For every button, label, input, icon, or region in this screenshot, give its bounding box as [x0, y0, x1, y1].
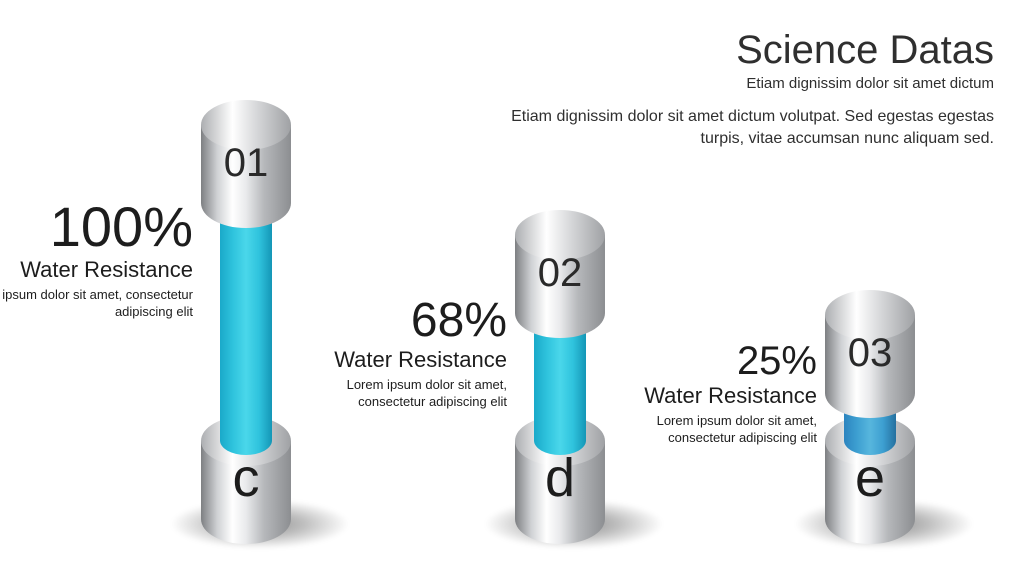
stat-label: Water Resistance: [287, 347, 507, 373]
header-block: Science Datas Etiam dignissim dolor sit …: [474, 28, 994, 149]
stat-percent: 68%: [287, 297, 507, 345]
column-letter: e: [825, 447, 915, 509]
stat-percent: 25%: [607, 341, 817, 381]
tube-body: [220, 203, 272, 441]
stat-desc: Lorem ipsum dolor sit amet, consectetur …: [287, 377, 507, 411]
stat-desc: Lorem ipsum dolor sit amet, consectetur …: [607, 413, 817, 447]
column-d: 02d68%Water ResistanceLorem ipsum dolor …: [515, 195, 605, 544]
column-letter: c: [201, 447, 291, 509]
header-body: Etiam dignissim dolor sit amet dictum vo…: [474, 106, 994, 149]
column-number: 01: [201, 141, 291, 186]
stat-block-e: 25%Water Resistance Lorem ipsum dolor sit…: [607, 341, 817, 447]
column-number: 03: [825, 331, 915, 376]
stat-percent: 100%: [0, 199, 193, 255]
stat-label: Water Resistance: [0, 257, 193, 283]
column-number: 02: [515, 251, 605, 296]
header-subtitle: Etiam dignissim dolor sit amet dictum: [474, 75, 994, 92]
column-e: 03e25%Water ResistanceLorem ipsum dolor …: [825, 275, 915, 544]
cylinder: 02 d: [515, 235, 605, 544]
stat-label: Water Resistance: [607, 383, 817, 409]
stat-block-c: 100%Water Resistance Lorem ipsum dolor si…: [0, 199, 193, 321]
stat-desc: Lorem ipsum dolor sit amet, consectetur …: [0, 287, 193, 321]
column-letter: d: [515, 447, 605, 509]
column-c: 01c100%Water ResistanceLorem ipsum dolor…: [201, 85, 291, 544]
cylinder: 01 c: [201, 125, 291, 544]
header-title: Science Datas: [474, 28, 994, 73]
infographic-stage: Science Datas Etiam dignissim dolor sit …: [0, 0, 1024, 576]
cylinder: 03 e: [825, 315, 915, 544]
stat-block-d: 68%Water Resistance Lorem ipsum dolor sit…: [287, 297, 507, 411]
